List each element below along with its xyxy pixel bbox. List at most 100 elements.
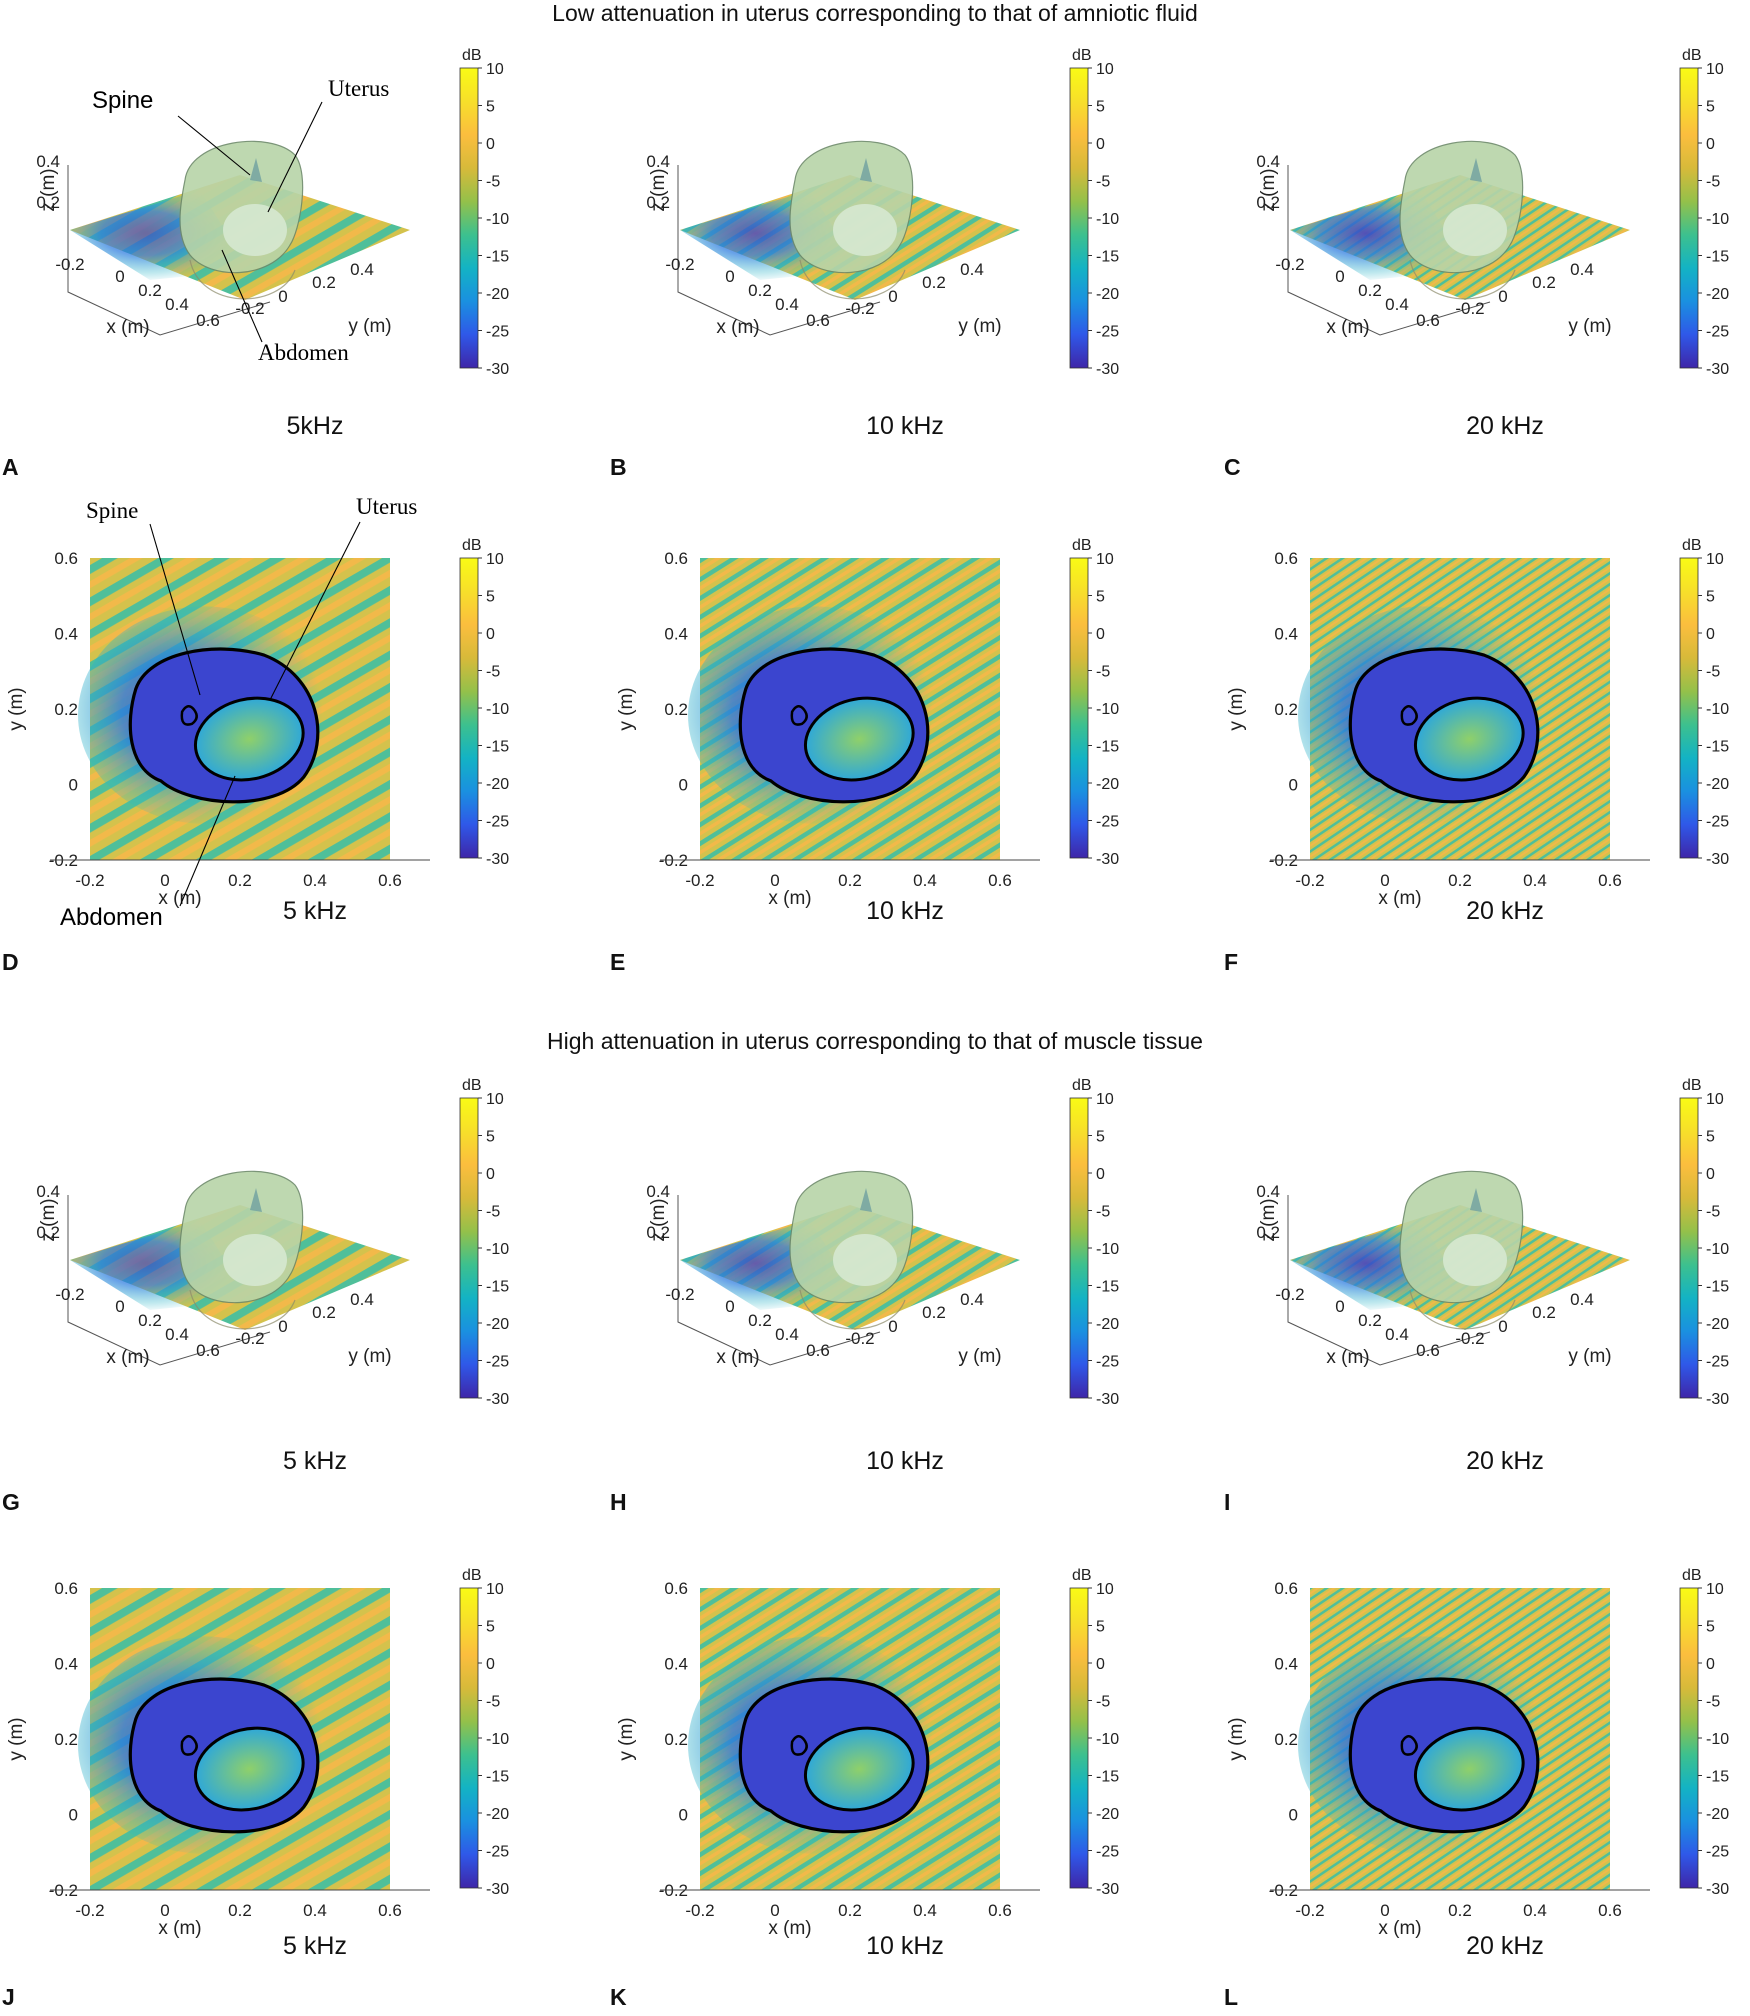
x-tick-label: 0.4: [1385, 295, 1409, 314]
colorbar-tick-label: 10: [486, 61, 504, 78]
x-tick-label: -0.2: [665, 1285, 694, 1304]
panel-J: 0.6 0.4 0.2 0 -0.2 -0.2 0 0.2 0.4 0.6 x (m) y (m) dB…: [0, 1550, 560, 2016]
colorbar-tick-label: -30: [486, 361, 509, 378]
x-tick-label: 0: [1380, 1901, 1389, 1920]
panel-B: 0.2 0.4 z (m) -0.2 0 0.2 0.4 0.6 x (m) -0.2 0 0.2 0.…: [610, 30, 1170, 530]
colorbar-tick-label: -5: [1706, 1694, 1720, 1711]
spine-label: Spine: [92, 87, 153, 114]
colorbar-tick-label: -15: [1706, 1279, 1729, 1296]
colorbar-tick-label: 10: [1096, 1091, 1114, 1108]
y-tick-label: 0.2: [1274, 700, 1298, 719]
z-axis-label: z (m): [1258, 168, 1279, 211]
uterus-surface: [223, 1234, 287, 1286]
colorbar-tick-label: 5: [486, 99, 495, 116]
y-tick-label: 0.2: [1532, 1303, 1556, 1322]
spine-surface: [860, 158, 872, 182]
panel-letter: H: [610, 1489, 627, 1515]
y-tick-label: 0: [1289, 776, 1298, 795]
abdomen-lower-edge: [1409, 259, 1516, 300]
x-tick-label: 0.6: [806, 1341, 830, 1360]
annotations: Spine Uterus Abdomen: [92, 76, 389, 365]
colorbar-unit: dB: [462, 1077, 482, 1094]
y-tick-label: 0.4: [960, 260, 984, 279]
colorbar-scale: [459, 557, 479, 859]
frequency-label: 20 kHz: [1466, 1932, 1544, 1960]
y-tick-label: -0.2: [235, 1329, 264, 1348]
x-tick-label: 0.2: [228, 1901, 252, 1920]
y-tick-label: -0.2: [1455, 299, 1484, 318]
colorbar-tick-label: -15: [1706, 739, 1729, 756]
abdomen-lower-edge: [189, 259, 296, 300]
colorbar-tick-label: -15: [1706, 1769, 1729, 1786]
y-tick-label: 0.6: [664, 549, 688, 568]
panel-F-chart: 0.60.40.20-0.2-0.2 0 0.2 0.4 0.6x (m)y (m)dB…: [1226, 537, 1729, 909]
colorbar-unit: dB: [1682, 537, 1702, 554]
colorbar-tick-label: 5: [1706, 1129, 1715, 1146]
colorbar-tick-label: -15: [1096, 739, 1119, 756]
z-tick-label: 0.2: [646, 1223, 670, 1242]
colorbar-tick-label: -10: [1096, 1241, 1119, 1258]
uterus-label: Uterus: [328, 76, 389, 101]
x-tick-label: 0.4: [913, 871, 937, 890]
y-tick-label: 0.4: [960, 1290, 984, 1309]
x-tick-label: 0.4: [165, 1325, 189, 1344]
y-tick-label: -0.2: [845, 299, 874, 318]
y-tick-label: -0.2: [1455, 1329, 1484, 1348]
axes: 0.20.4z (m)-0.200.20.40.6x (m)-0.200.20.…: [36, 1182, 391, 1368]
y-tick-label: 0.2: [54, 700, 78, 719]
y-tick-label: 0: [69, 1806, 78, 1825]
colorbar-tick-label: -20: [486, 776, 509, 793]
uterus-outline: [1413, 696, 1525, 782]
uterus-surface: [223, 204, 287, 256]
y-tick-label: 0: [1498, 1317, 1507, 1336]
colorbar-tick-label: -15: [486, 249, 509, 266]
abdomen-lower-edge: [799, 1289, 906, 1330]
panel-letter: A: [2, 454, 19, 480]
colorbar-tick-label: 0: [1706, 1656, 1715, 1673]
z-tick-label: 0.4: [1256, 152, 1280, 171]
colorbar-tick-label: -20: [1096, 286, 1119, 303]
colorbar-tick-label: -10: [486, 1731, 509, 1748]
y-tick-label: 0: [888, 287, 897, 306]
x-tick-label: -0.2: [55, 1285, 84, 1304]
colorbar-tick-label: -10: [486, 211, 509, 228]
colorbar-unit: dB: [1072, 47, 1092, 64]
plot-area: [680, 140, 1020, 300]
colorbar-unit: dB: [462, 47, 482, 64]
colorbar-tick-label: -30: [486, 1391, 509, 1408]
y-axis-label: y (m): [958, 1346, 1001, 1367]
panel-E: 0.6 0.4 0.2 0 -0.2 -0.2 0 0.2 0.4 0.6 x (m) y (m) dB…: [610, 520, 1170, 1020]
colorbar-tick-label: -5: [486, 1204, 500, 1221]
colorbar-tick-label: -10: [1096, 1731, 1119, 1748]
y-tick-label: 0.2: [922, 273, 946, 292]
y-tick-label: 0.4: [664, 1655, 688, 1674]
panel-letter: C: [1224, 454, 1241, 480]
axis-frame: [1287, 1195, 1491, 1366]
colorbar-tick-label: -20: [1706, 286, 1729, 303]
x-tick-label: 0.2: [1448, 871, 1472, 890]
panel-letter: K: [610, 1984, 627, 2010]
y-axis-label: y (m): [1568, 1346, 1611, 1367]
plot-area: [680, 1170, 1020, 1330]
panel-letter: G: [2, 1489, 20, 1515]
colorbar-tick-label: -10: [1096, 211, 1119, 228]
colorbar-tick-label: -25: [486, 814, 509, 831]
z-tick-label: 0.2: [646, 193, 670, 212]
y-axis-label: y (m): [348, 1346, 391, 1367]
colorbar-tick-label: -5: [486, 664, 500, 681]
colorbar-tick-label: -25: [1706, 814, 1729, 831]
x-tick-label: 0.2: [138, 281, 162, 300]
plot-area: [688, 1588, 1000, 1890]
panel-D-chart: 0.60.40.20-0.2-0.2 0 0.2 0.4 0.6x (m)y (m)dB…: [6, 494, 509, 931]
y-tick-label: 0: [69, 776, 78, 795]
colorbar-tick-label: 0: [1706, 626, 1715, 643]
x-tick-label: -0.2: [1295, 871, 1324, 890]
uterus-surface: [1443, 204, 1507, 256]
panel-A: 0.2 0.4 z (m) -0.2 0 0.2 0.4 0.6 x (m) -0.2 0 0.2 0.…: [0, 30, 560, 530]
x-tick-label: 0.2: [1358, 281, 1382, 300]
colorbar-tick-label: 5: [1706, 99, 1715, 116]
uterus-surface: [833, 204, 897, 256]
x-tick-label: 0: [160, 871, 169, 890]
